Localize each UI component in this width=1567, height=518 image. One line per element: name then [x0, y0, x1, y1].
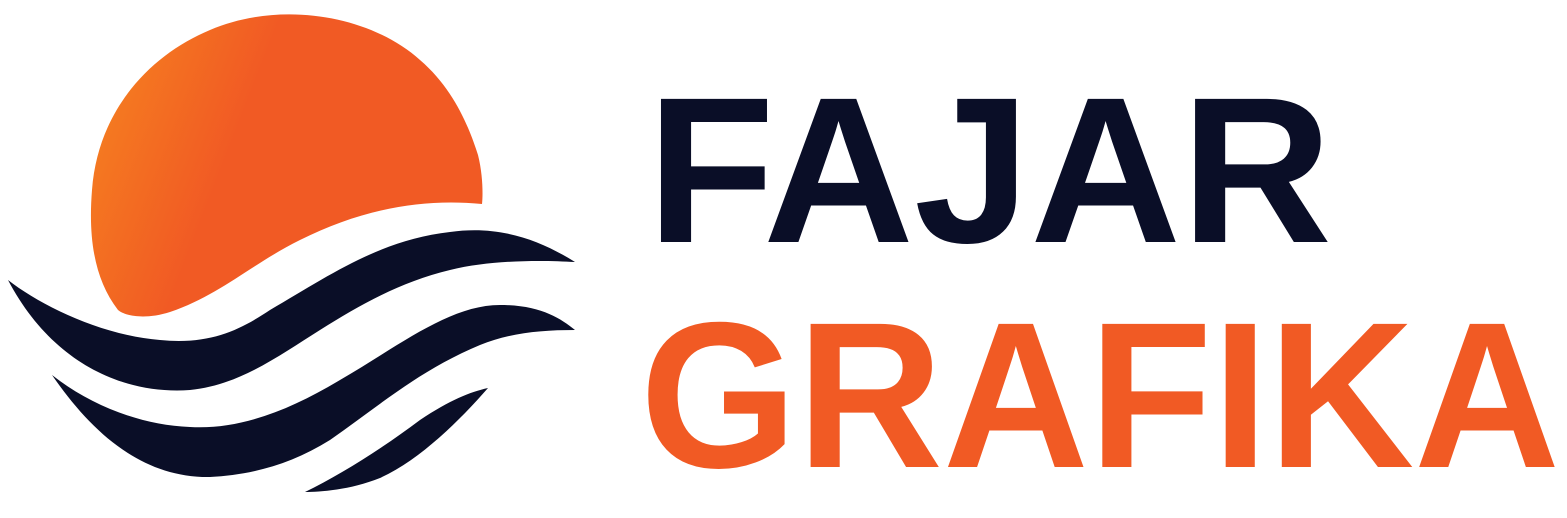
wave	[8, 230, 575, 391]
wave	[305, 388, 488, 492]
brand-line-2: GRAFIKA	[640, 280, 1560, 512]
sun	[90, 14, 483, 317]
wave	[52, 305, 575, 478]
logo-mark	[8, 14, 575, 492]
brand-line-1: FAJAR	[647, 55, 1332, 287]
